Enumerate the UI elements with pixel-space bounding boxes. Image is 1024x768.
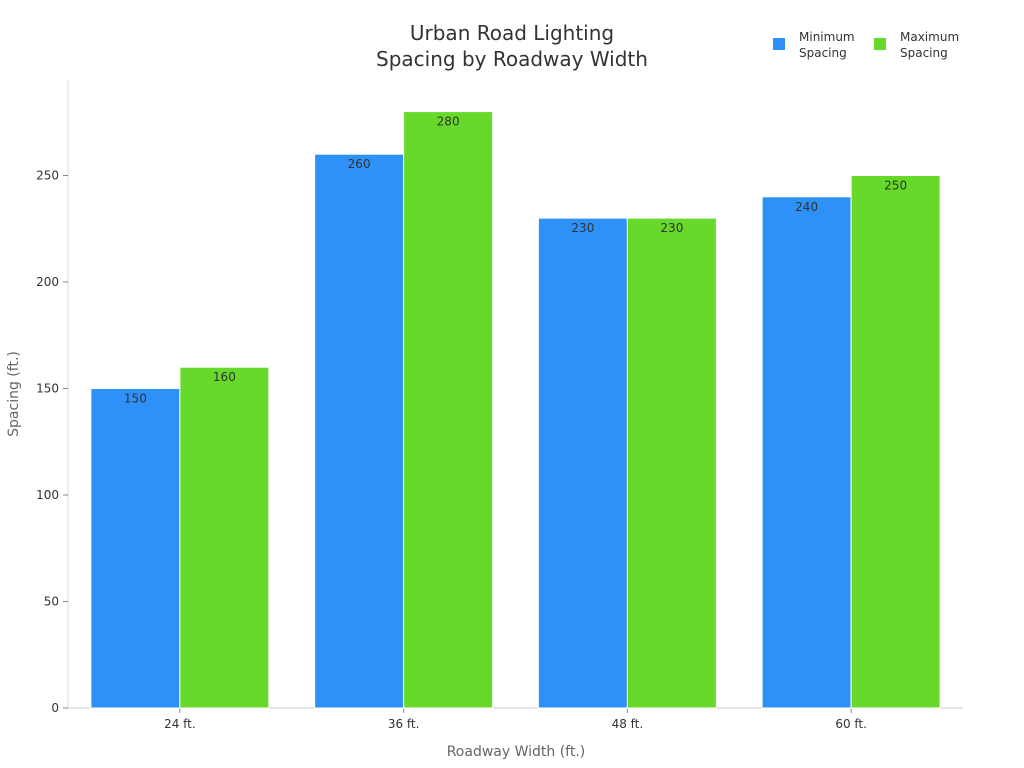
bars-group	[90, 111, 941, 709]
y-tick-label: 100	[36, 488, 59, 502]
legend-label-maximum-line-2: Spacing	[900, 46, 948, 60]
x-axis: 24 ft. 36 ft. 48 ft. 60 ft.	[68, 707, 963, 731]
bar-minimum[interactable]	[314, 153, 405, 709]
x-axis-title: Roadway Width (ft.)	[447, 744, 586, 760]
bar-maximum[interactable]	[179, 366, 270, 709]
bar-minimum[interactable]	[90, 388, 181, 709]
legend-item-maximum[interactable]: Maximum Spacing	[874, 30, 959, 60]
legend-label-minimum-line-2: Spacing	[799, 46, 847, 60]
y-axis-title: Spacing (ft.)	[6, 351, 22, 437]
y-tick-label: 250	[36, 169, 59, 183]
y-tick-label: 200	[36, 275, 59, 289]
chart-title-line-1: Urban Road Lighting	[410, 21, 614, 45]
data-label-maximum: 250	[884, 179, 907, 193]
bar-maximum[interactable]	[850, 175, 941, 709]
chart-title: Urban Road Lighting Spacing by Roadway W…	[376, 21, 648, 71]
data-labels-group: 150 160 260 280 230 230 240 250	[124, 115, 907, 406]
x-tick-label: 24 ft.	[164, 717, 196, 731]
bar-minimum[interactable]	[537, 217, 628, 709]
y-tick-label: 50	[44, 595, 59, 609]
bar-minimum[interactable]	[761, 196, 852, 709]
legend: Minimum Spacing Maximum Spacing	[773, 30, 959, 60]
y-tick-label: 0	[51, 701, 59, 715]
legend-swatch-maximum	[874, 38, 886, 50]
legend-label-maximum-line-1: Maximum	[900, 30, 959, 44]
data-label-minimum: 150	[124, 392, 147, 406]
bar-maximum[interactable]	[403, 111, 494, 709]
data-label-minimum: 240	[795, 200, 818, 214]
legend-item-minimum[interactable]: Minimum Spacing	[773, 30, 855, 60]
y-axis: 0 50 100 150 200 250	[36, 80, 69, 715]
data-label-minimum: 260	[348, 157, 371, 171]
data-label-maximum: 160	[213, 370, 236, 384]
bar-maximum[interactable]	[626, 217, 717, 709]
y-tick-label: 150	[36, 382, 59, 396]
data-label-maximum: 230	[660, 221, 683, 235]
legend-swatch-minimum	[773, 38, 785, 50]
x-tick-label: 60 ft.	[835, 717, 867, 731]
chart-title-line-2: Spacing by Roadway Width	[376, 47, 648, 71]
x-tick-label: 36 ft.	[388, 717, 420, 731]
legend-label-minimum-line-1: Minimum	[799, 30, 855, 44]
x-tick-label: 48 ft.	[612, 717, 644, 731]
data-label-maximum: 280	[437, 115, 460, 129]
data-label-minimum: 230	[571, 221, 594, 235]
